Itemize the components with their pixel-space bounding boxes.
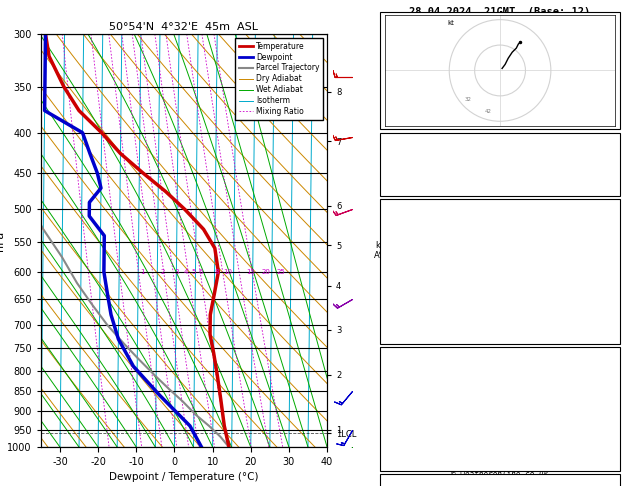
Text: 14.3: 14.3 [591,222,613,231]
Text: CIN (J): CIN (J) [387,451,425,460]
Text: 5: 5 [191,269,196,275]
Bar [380,474,620,486]
Text: 0: 0 [608,451,613,460]
Text: 1.28: 1.28 [591,176,613,185]
Y-axis label: km
ASL: km ASL [374,241,389,260]
Y-axis label: hPa: hPa [0,230,4,251]
Text: Lifted Index: Lifted Index [387,410,452,419]
Text: Dewp (°C): Dewp (°C) [387,242,436,251]
Text: 6: 6 [199,269,203,275]
Text: 0: 0 [608,324,613,333]
Text: 51: 51 [602,156,613,165]
Text: 1: 1 [608,283,613,292]
Text: 304: 304 [597,390,613,399]
Text: Totals Totals: Totals Totals [387,156,457,165]
Text: 4: 4 [184,269,188,275]
Title: 50°54'N  4°32'E  45m  ASL: 50°54'N 4°32'E 45m ASL [109,22,259,32]
Text: 2: 2 [161,269,165,275]
Text: θₑ(K): θₑ(K) [387,262,414,272]
Text: 7.1: 7.1 [597,242,613,251]
Text: Most Unstable: Most Unstable [465,349,535,358]
Text: Lifted Index: Lifted Index [387,283,452,292]
Text: 14: 14 [602,135,613,144]
Text: CIN (J): CIN (J) [387,324,425,333]
Legend: Temperature, Dewpoint, Parcel Trajectory, Dry Adiabat, Wet Adiabat, Isotherm, Mi: Temperature, Dewpoint, Parcel Trajectory… [235,38,323,120]
Text: CAPE (J): CAPE (J) [387,303,430,312]
Text: 130: 130 [597,431,613,440]
Text: 8: 8 [214,269,219,275]
Text: 3: 3 [174,269,179,275]
Bar [380,347,620,471]
Bar [380,199,620,344]
Text: K: K [387,135,392,144]
Text: PW (cm): PW (cm) [387,176,425,185]
Text: 25: 25 [277,269,286,275]
Text: θₑ (K): θₑ (K) [387,390,420,399]
Bar [380,12,620,129]
Text: 28.04.2024  21GMT  (Base: 12): 28.04.2024 21GMT (Base: 12) [409,7,591,17]
Text: 15: 15 [247,269,255,275]
X-axis label: Dewpoint / Temperature (°C): Dewpoint / Temperature (°C) [109,472,259,483]
Text: 10: 10 [223,269,232,275]
Text: 304: 304 [597,262,613,272]
Text: Surface: Surface [481,201,519,210]
Text: 1006: 1006 [591,369,613,379]
Text: 20: 20 [262,269,270,275]
Text: 1: 1 [608,410,613,419]
Text: 130: 130 [597,303,613,312]
Text: Temp (°C): Temp (°C) [387,222,436,231]
Text: 1: 1 [140,269,144,275]
Text: © weatheronline.co.uk: © weatheronline.co.uk [452,469,548,479]
Text: CAPE (J): CAPE (J) [387,431,430,440]
Bar [380,133,620,196]
Text: Pressure (mb): Pressure (mb) [387,369,457,379]
Text: Hodograph: Hodograph [476,476,524,486]
